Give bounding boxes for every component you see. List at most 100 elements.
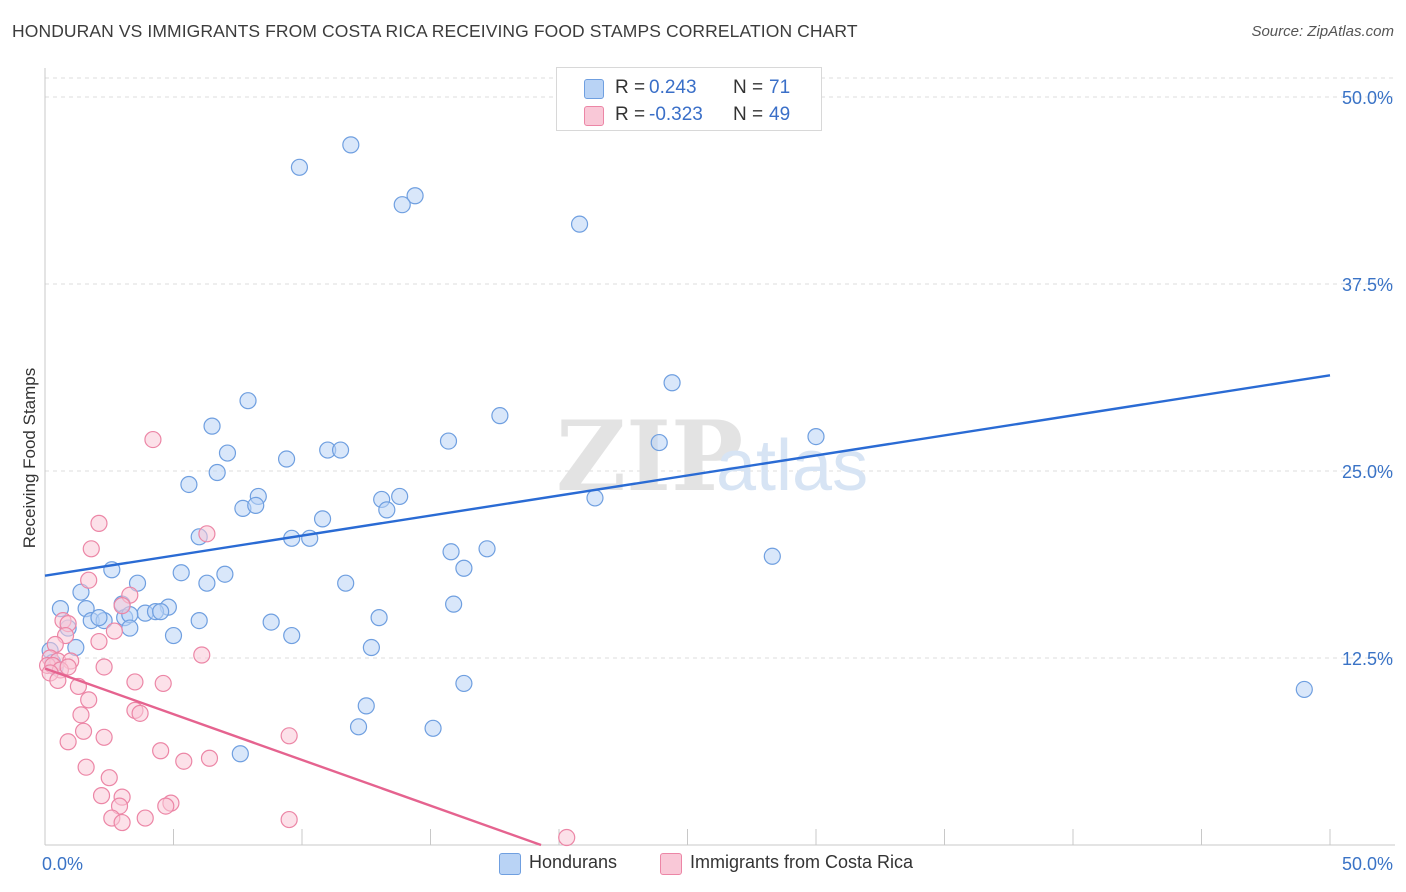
y-axis-label: Receiving Food Stamps <box>20 368 39 548</box>
r-label: R = <box>615 104 646 125</box>
honduran-point <box>164 626 183 645</box>
honduran-point <box>393 196 411 214</box>
legend-label: Hondurans <box>529 852 618 872</box>
legend-row-hondurans: R = 0.243 N = 71 <box>557 76 821 102</box>
honduran-point <box>478 540 496 558</box>
hondurans-swatch <box>499 853 521 875</box>
costa-rica-point <box>95 658 113 676</box>
series-legend: Hondurans Immigrants from Costa Rica <box>0 852 1406 878</box>
honduran-point <box>342 136 360 154</box>
costa-rica-point <box>82 540 100 558</box>
costa-rica-point <box>200 749 219 767</box>
costa-rica-point <box>280 810 298 829</box>
r-label: R = <box>615 77 646 98</box>
honduran-point <box>72 583 90 601</box>
honduran-point <box>391 487 409 506</box>
costa-rica-point <box>136 809 154 827</box>
honduran-point <box>349 718 368 736</box>
honduran-point <box>763 547 781 565</box>
costa-rica-point <box>131 704 149 722</box>
costa-rica-point <box>558 828 576 847</box>
honduran-point <box>455 674 473 693</box>
honduran-point <box>90 609 108 627</box>
n-label: N = <box>733 104 764 125</box>
honduran-point <box>277 450 296 468</box>
costa-rica-point <box>144 430 162 449</box>
honduran-point <box>406 187 424 205</box>
honduran-point <box>455 559 473 577</box>
costa-rica-point <box>198 525 216 543</box>
costa-rica-swatch <box>584 106 604 126</box>
costa-rica-point <box>113 813 131 832</box>
costa-rica-point <box>157 797 175 815</box>
costa-rica-point <box>110 797 129 815</box>
honduran-point <box>491 407 509 425</box>
x-tick-label-left: 0.0% <box>42 854 83 874</box>
honduran-point <box>231 745 249 763</box>
honduran-point <box>1295 680 1313 699</box>
honduran-point <box>439 432 458 450</box>
honduran-point <box>586 489 604 507</box>
legend-row-costa-rica: R = -0.323 N = 49 <box>557 103 821 129</box>
honduran-point <box>283 626 301 645</box>
costa-rica-point <box>100 769 118 787</box>
honduran-point <box>370 609 388 627</box>
honduran-point <box>239 392 257 410</box>
n-value: 49 <box>769 104 791 125</box>
costa-rica-point <box>105 622 123 640</box>
honduran-point <box>570 215 589 233</box>
costa-rica-point <box>74 722 93 740</box>
honduran-point <box>357 697 375 715</box>
honduran-point <box>152 603 170 621</box>
correlation-legend: R = 0.243 N = 71 R = -0.323 N = 49 <box>556 67 822 131</box>
honduran-point <box>424 719 442 737</box>
costa-rica-point <box>72 706 90 724</box>
honduran-point <box>218 444 237 462</box>
hondurans-swatch <box>584 79 604 99</box>
honduran-point <box>313 510 332 528</box>
y-tick-label: 50.0% <box>1342 88 1393 108</box>
honduran-point <box>198 574 216 592</box>
watermark-zip: ZIP <box>556 400 743 513</box>
costa-rica-point <box>90 514 108 532</box>
honduran-point <box>216 565 234 583</box>
costa-rica-swatch <box>660 853 682 875</box>
costa-rica-point <box>175 752 193 770</box>
costa-rica-point <box>92 787 111 805</box>
costa-rica-point <box>113 597 131 615</box>
honduran-point <box>208 463 226 482</box>
y-tick-label: 37.5% <box>1342 275 1393 295</box>
n-value: 71 <box>769 77 791 98</box>
honduran-point <box>128 574 147 592</box>
costa-rica-point <box>77 758 95 776</box>
costa-rica-point <box>80 571 98 589</box>
honduran-point <box>807 427 825 446</box>
y-tick-label: 25.0% <box>1342 462 1393 482</box>
honduran-point <box>442 543 460 561</box>
chart-title: HONDURAN VS IMMIGRANTS FROM COSTA RICA R… <box>12 21 858 41</box>
honduran-point <box>172 564 190 582</box>
honduran-point <box>362 638 380 657</box>
costa-rica-trend-line <box>44 667 542 847</box>
honduran-point <box>121 619 139 637</box>
costa-rica-point <box>280 727 298 745</box>
y-tick-label: 12.5% <box>1342 649 1393 669</box>
r-value: 0.243 <box>649 77 697 98</box>
costa-rica-point <box>154 674 172 693</box>
source-label[interactable]: Source: ZipAtlas.com <box>1251 23 1394 40</box>
honduran-point <box>378 501 396 519</box>
legend-label: Immigrants from Costa Rica <box>690 852 914 872</box>
costa-rica-point <box>90 632 108 651</box>
honduran-point <box>262 613 280 631</box>
costa-rica-point <box>59 733 77 751</box>
honduran-trend-line <box>44 374 1331 577</box>
honduran-point <box>337 574 355 592</box>
costa-rica-point <box>95 728 113 746</box>
honduran-point <box>190 611 208 630</box>
honduran-point <box>663 374 681 392</box>
costa-rica-point <box>193 646 211 664</box>
costa-rica-point <box>126 673 144 691</box>
costa-rica-point <box>80 691 98 709</box>
x-tick-label-right: 50.0% <box>1342 854 1393 874</box>
